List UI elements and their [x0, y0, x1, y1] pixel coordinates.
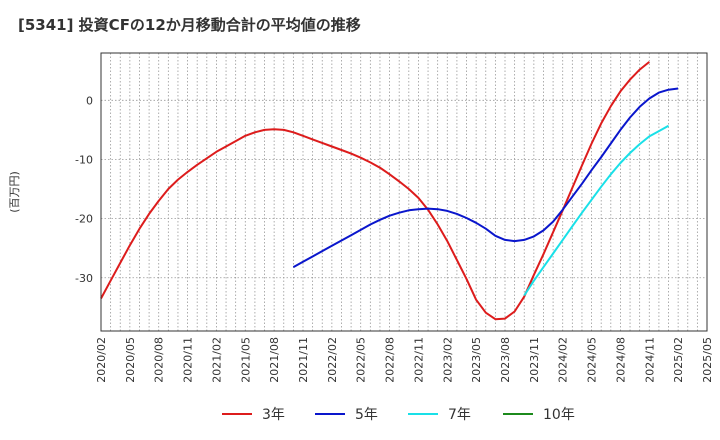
- plot-frame: [100, 52, 708, 332]
- x-tick-label: 2020/05: [124, 337, 137, 383]
- y-tick-label: -10: [75, 153, 93, 166]
- x-tick-label: 2023/08: [499, 337, 512, 383]
- x-tick-label: 2022/11: [412, 337, 425, 383]
- x-tick-label: 2020/08: [153, 337, 166, 383]
- series-line-2: [292, 87, 679, 268]
- x-tick-label: 2022/08: [384, 337, 397, 383]
- legend-label-4: 10年: [543, 407, 575, 423]
- series-lines: [100, 61, 679, 321]
- x-tick-label: 2023/05: [470, 337, 483, 383]
- axes: 0 -10 -20 -30 2020/02 2020/05 2020/08 2020/11 20…: [75, 52, 714, 383]
- x-tick-label: 2022/05: [355, 337, 368, 383]
- x-tick-label: 2021/11: [297, 337, 310, 383]
- series-line-3: [523, 124, 669, 297]
- x-tick-label: 2024/08: [614, 337, 627, 383]
- legend: 3年 5年 7年 10年: [222, 407, 575, 423]
- y-axis-label: (百万円): [8, 171, 21, 213]
- x-tick-label: 2024/11: [643, 337, 656, 383]
- x-tick-label: 2024/05: [586, 337, 599, 383]
- x-tick-label: 2023/11: [528, 337, 541, 383]
- x-tick-label: 2024/02: [557, 337, 570, 383]
- x-tick-label: 2022/02: [326, 337, 339, 383]
- y-tick-label: -30: [75, 272, 93, 285]
- y-tick-label: -20: [75, 213, 93, 226]
- x-tick-label: 2021/05: [239, 337, 252, 383]
- y-tick-label: 0: [86, 94, 93, 107]
- x-tick-label: 2020/11: [182, 337, 195, 383]
- x-tick-label: 2021/08: [268, 337, 281, 383]
- x-tick-label: 2023/02: [441, 337, 454, 383]
- grid: [100, 53, 708, 331]
- series-line-1: [100, 61, 650, 321]
- legend-label-2: 5年: [355, 407, 378, 423]
- x-tick-label: 2025/02: [672, 337, 685, 383]
- legend-label-1: 3年: [262, 407, 285, 423]
- x-tick-label: 2025/05: [701, 337, 714, 383]
- x-tick-label: 2020/02: [95, 337, 108, 383]
- legend-label-3: 7年: [448, 407, 471, 423]
- x-tick-label: 2021/02: [210, 337, 223, 383]
- plot-area: [101, 53, 707, 331]
- chart-title: [5341] 投資CFの12か月移動合計の平均値の推移: [18, 16, 361, 34]
